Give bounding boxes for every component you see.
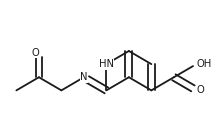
Text: OH: OH bbox=[196, 59, 212, 69]
Text: O: O bbox=[196, 85, 204, 95]
Text: HN: HN bbox=[99, 59, 114, 69]
Text: O: O bbox=[31, 48, 39, 58]
Text: N: N bbox=[80, 72, 88, 82]
